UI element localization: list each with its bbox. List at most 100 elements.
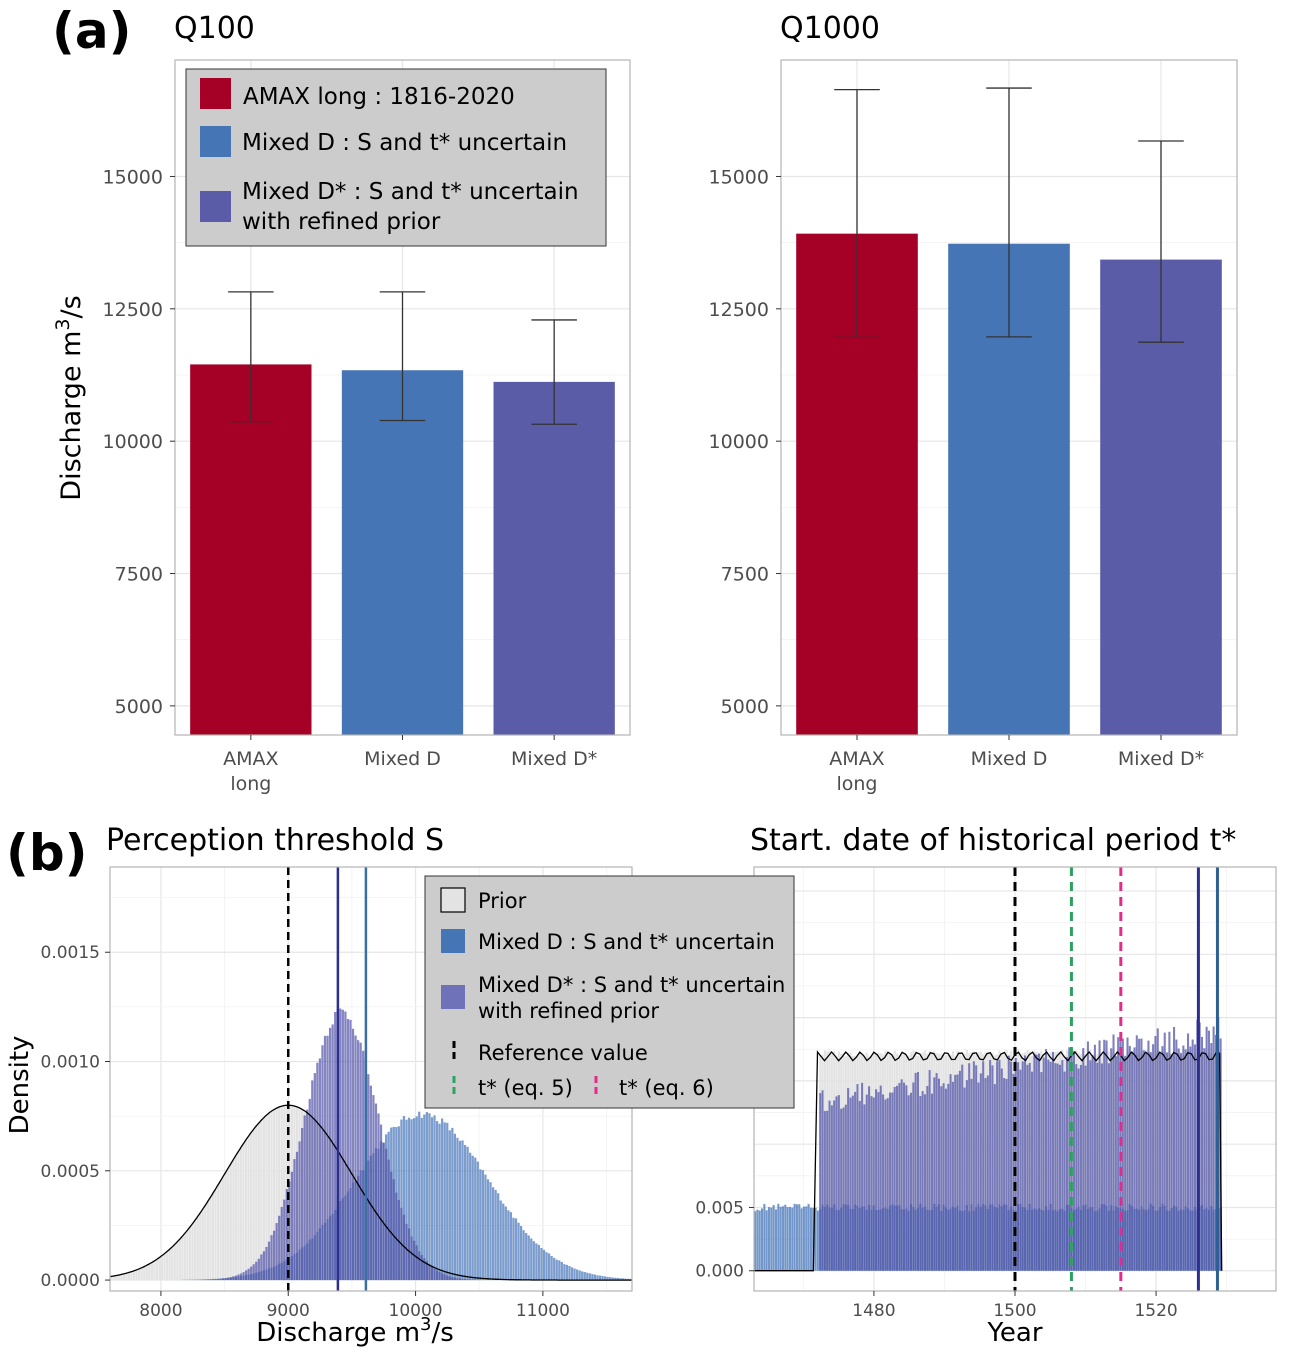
start-date-bin-mixed-dstar: [984, 1078, 987, 1271]
threshold-s-bin-mixed-d: [463, 1145, 467, 1281]
threshold-s-bin-prior: [224, 1171, 227, 1281]
start-date-bin-mixed-dstar: [954, 1074, 957, 1271]
start-date-bin-mixed-dstar: [1175, 1039, 1178, 1271]
threshold-s-bin-mixed-dstar: [252, 1264, 255, 1281]
legend-b-label-t-eq5: t* (eq. 5): [478, 1076, 573, 1100]
start-date-bin-mixed-dstar: [886, 1098, 889, 1271]
start-date-bin-mixed-dstar: [902, 1082, 906, 1271]
threshold-s-bin-mixed-dstar: [275, 1223, 278, 1281]
threshold-s-bin-mixed-d: [601, 1276, 604, 1281]
threshold-s-bin-mixed-d: [504, 1206, 507, 1281]
q1000-xtick-label: long: [836, 773, 877, 795]
threshold-s-bin-mixed-dstar: [321, 1045, 324, 1281]
start-date-bin-mixed-dstar: [993, 1084, 996, 1271]
start-date-bin-mixed-d: [807, 1204, 810, 1271]
threshold-s-bin-mixed-d: [509, 1212, 513, 1281]
start-date-bin-mixed-dstar: [1124, 1056, 1127, 1271]
threshold-s-bin-prior: [138, 1268, 141, 1281]
start-date-bin-mixed-dstar: [1154, 1036, 1157, 1271]
start-date-bin-mixed-dstar: [923, 1094, 927, 1271]
legend-b-swatch-mixed-dstar: [441, 985, 465, 1009]
start-date-bin-mixed-dstar: [1075, 1064, 1078, 1271]
start-date-bin-mixed-dstar: [968, 1063, 971, 1271]
threshold-s-bin-mixed-d: [441, 1118, 444, 1281]
threshold-s-bin-mixed-d: [405, 1119, 408, 1281]
threshold-s-bin-mixed-d: [448, 1130, 451, 1281]
threshold-s-bin-mixed-d: [461, 1140, 464, 1281]
start-date-bin-mixed-dstar: [870, 1096, 873, 1271]
start-date-bin-mixed-dstar: [830, 1105, 833, 1271]
legend-a-label-mixed-dstar: Mixed D* : S and t* uncertain: [242, 179, 579, 205]
start-date-bin-mixed-d: [765, 1210, 768, 1271]
start-date-bin-mixed-dstar: [986, 1075, 989, 1271]
threshold-s-bin-mixed-dstar: [224, 1278, 227, 1281]
threshold-s-bin-mixed-d: [591, 1274, 594, 1281]
start-date-xtick-label: 1520: [1134, 1301, 1177, 1321]
q1000-ytick-label: 5000: [721, 696, 769, 718]
legend-a: AMAX long : 1816-2020 Mixed D : S and t*…: [185, 68, 607, 247]
threshold-s-xtick-label: 8000: [139, 1301, 182, 1321]
threshold-s-ytick-label: 0.0005: [41, 1162, 100, 1182]
threshold-s-bin-mixed-d: [446, 1122, 449, 1281]
threshold-s-bin-mixed-d: [621, 1278, 625, 1281]
threshold-s-bin-mixed-d: [435, 1121, 439, 1281]
start-date-bin-mixed-d: [795, 1204, 798, 1271]
threshold-s-bin-prior: [260, 1119, 263, 1281]
threshold-s-bin-mixed-dstar: [308, 1098, 311, 1281]
threshold-s-bin-mixed-dstar: [354, 1035, 357, 1281]
start-date-bin-mixed-dstar: [1168, 1031, 1171, 1271]
threshold-s-bin-prior: [178, 1238, 181, 1281]
legend-b-box: [424, 875, 795, 1109]
q100-xtick-label: long: [230, 773, 271, 795]
q100-ytick-label: 10000: [103, 431, 163, 453]
start-date-bin-mixed-dstar: [856, 1084, 859, 1271]
start-date-bin-mixed-dstar: [1110, 1048, 1113, 1271]
start-date-bin-mixed-dstar: [1061, 1060, 1064, 1271]
start-date-bin-mixed-d: [802, 1206, 805, 1271]
threshold-s-bin-mixed-d: [507, 1210, 510, 1281]
threshold-s-bin-mixed-dstar: [250, 1266, 253, 1281]
start-date-bin-mixed-dstar: [1147, 1040, 1150, 1271]
threshold-s-bin-prior: [173, 1244, 176, 1281]
threshold-s-bin-prior: [199, 1212, 202, 1281]
threshold-s-bin-mixed-dstar: [318, 1058, 322, 1281]
threshold-s-bin-mixed-d: [481, 1170, 485, 1281]
threshold-s-bin-prior: [110, 1276, 113, 1281]
start-date-bin-mixed-dstar: [996, 1061, 999, 1271]
threshold-s-bin-mixed-d: [530, 1238, 533, 1281]
legend-a-swatch-amax: [200, 78, 231, 109]
threshold-s-bin-mixed-dstar: [234, 1275, 238, 1281]
start-date-bin-mixed-dstar: [893, 1086, 896, 1271]
threshold-s-ytick-label: 0.0015: [41, 943, 100, 963]
threshold-s-bin-mixed-dstar: [405, 1223, 408, 1281]
threshold-s-ytick-label: 0.0010: [41, 1053, 100, 1073]
threshold-s-bin-mixed-d: [484, 1174, 487, 1281]
threshold-s-bin-mixed-dstar: [326, 1035, 329, 1281]
threshold-s-bin-mixed-dstar: [438, 1271, 441, 1281]
threshold-s-bin-prior: [275, 1108, 278, 1281]
threshold-s-bin-mixed-d: [428, 1113, 431, 1281]
start-date-bin-mixed-dstar: [970, 1078, 973, 1271]
threshold-s-bin-mixed-d: [491, 1187, 495, 1281]
start-date-bin-mixed-dstar: [861, 1082, 864, 1271]
start-date-bin-mixed-dstar: [1152, 1044, 1155, 1271]
start-date-bin-mixed-dstar: [1044, 1049, 1048, 1271]
threshold-s-bin-mixed-dstar: [255, 1261, 258, 1281]
threshold-s-bin-prior: [216, 1184, 220, 1281]
start-date-bin-mixed-dstar: [979, 1073, 982, 1271]
legend-b-swatch-prior: [440, 887, 466, 913]
threshold-s-bin-prior: [153, 1260, 156, 1281]
threshold-s-bin-mixed-d: [568, 1266, 571, 1281]
threshold-s-bin-mixed-d: [619, 1278, 622, 1281]
legend-a-label-mixed-d: Mixed D : S and t* uncertain: [242, 130, 567, 156]
threshold-s-bin-prior: [140, 1267, 143, 1281]
start-date-bin-mixed-dstar: [1014, 1058, 1017, 1271]
threshold-s-bin-mixed-dstar: [295, 1151, 299, 1281]
threshold-s-bin-mixed-d: [407, 1117, 411, 1281]
start-date-bin-mixed-dstar: [958, 1070, 961, 1271]
threshold-s-bin-mixed-d: [525, 1233, 528, 1281]
threshold-s-bin-mixed-dstar: [313, 1073, 316, 1281]
threshold-s-bin-mixed-dstar: [283, 1199, 286, 1281]
start-date-bin-mixed-dstar: [1161, 1046, 1164, 1271]
start-date-bin-mixed-dstar: [1117, 1037, 1120, 1271]
